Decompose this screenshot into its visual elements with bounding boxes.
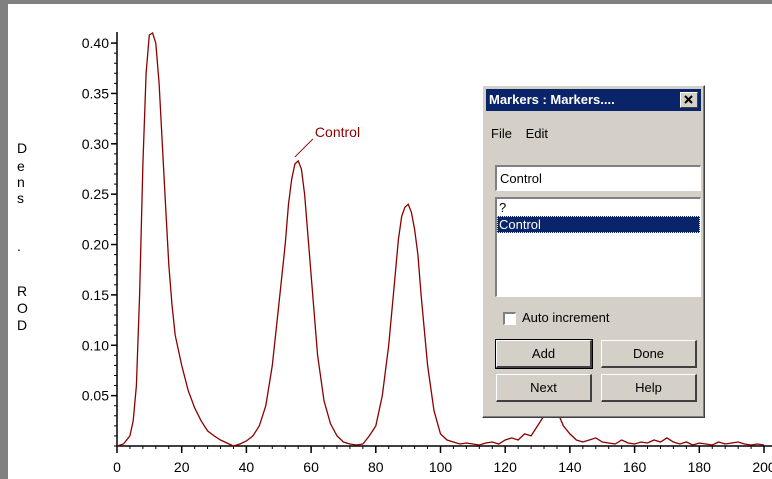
menu-edit[interactable]: Edit <box>525 126 548 141</box>
y-tick-label: 0.40 <box>82 35 109 51</box>
dialog-titlebar[interactable]: Markers : Markers.... <box>486 89 701 111</box>
y-axis-label-letter: D <box>17 317 28 333</box>
y-tick-label: 0.20 <box>82 237 109 253</box>
y-tick-label: 0.30 <box>82 136 109 152</box>
x-tick-label: 60 <box>303 459 319 475</box>
markers-listbox[interactable]: ? Control <box>495 197 701 297</box>
x-tick-label: 0 <box>113 459 121 475</box>
y-tick-label: 0.25 <box>82 186 109 202</box>
x-tick-label: 140 <box>558 459 582 475</box>
list-item-selected[interactable]: Control <box>497 216 700 233</box>
x-tick-label: 200 <box>752 459 772 475</box>
y-axis-label-letter: D <box>17 140 28 156</box>
window-frame-left <box>0 0 8 479</box>
auto-increment-label: Auto increment <box>522 310 610 325</box>
window-frame-top <box>0 0 772 4</box>
y-axis-label-letter: . <box>17 238 21 254</box>
dialog-title: Markers : Markers.... <box>489 92 615 107</box>
close-button[interactable] <box>680 92 698 108</box>
done-button[interactable]: Done <box>601 340 697 368</box>
x-tick-label: 180 <box>688 459 712 475</box>
close-icon <box>684 95 693 104</box>
y-axis-label-letter: O <box>17 300 28 316</box>
auto-increment-row[interactable]: Auto increment <box>503 310 610 326</box>
x-tick-label: 160 <box>623 459 647 475</box>
y-axis-label-letter: e <box>17 158 25 174</box>
y-axis-label-letter: n <box>17 174 25 190</box>
menu-file[interactable]: File <box>491 126 512 141</box>
plot-top-area <box>8 4 772 32</box>
x-tick-label: 40 <box>239 459 255 475</box>
y-tick-label: 0.15 <box>82 287 109 303</box>
x-tick-label: 100 <box>429 459 453 475</box>
help-button[interactable]: Help <box>601 374 697 402</box>
y-tick-label: 0.05 <box>82 388 109 404</box>
y-tick-label: 0.35 <box>82 85 109 101</box>
markers-dialog[interactable]: Markers : Markers.... File Edit Control … <box>482 85 705 418</box>
y-tick-label: 0.10 <box>82 337 109 353</box>
annotation-label: Control <box>315 124 360 140</box>
x-tick-label: 80 <box>368 459 384 475</box>
marker-name-input[interactable]: Control <box>495 165 701 191</box>
annotation-leader <box>294 138 314 158</box>
auto-increment-checkbox[interactable] <box>503 312 516 326</box>
x-tick-label: 120 <box>494 459 518 475</box>
density-trace <box>116 32 765 447</box>
next-button[interactable]: Next <box>496 374 592 402</box>
y-axis-label-letter: s <box>17 190 24 206</box>
x-tick-label: 20 <box>174 459 190 475</box>
list-item[interactable]: ? <box>499 200 507 215</box>
add-button[interactable]: Add <box>495 339 593 369</box>
y-axis-label-letter: R <box>17 283 28 299</box>
dialog-menubar: File Edit <box>491 126 558 141</box>
